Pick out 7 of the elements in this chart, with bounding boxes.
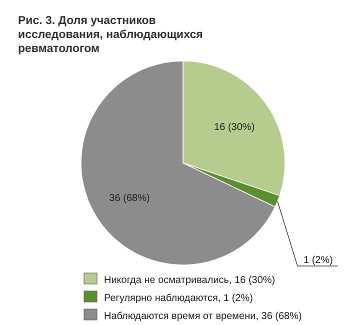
data-label: 16 (30%) [214,122,255,134]
data-label: 1 (2%) [304,255,333,266]
legend-label: Никогда не осматривались, 16 (30%) [104,275,276,286]
data-label: 36 (68%) [109,192,150,204]
chart-title: Рис. 3. Доля участников исследования, наблюдающихся ревматологом [18,15,203,55]
legend-label: Регулярно наблюдаются, 1 (2%) [104,293,253,304]
legend-label: Наблюдаются время от времени, 36 (68%) [104,311,302,322]
